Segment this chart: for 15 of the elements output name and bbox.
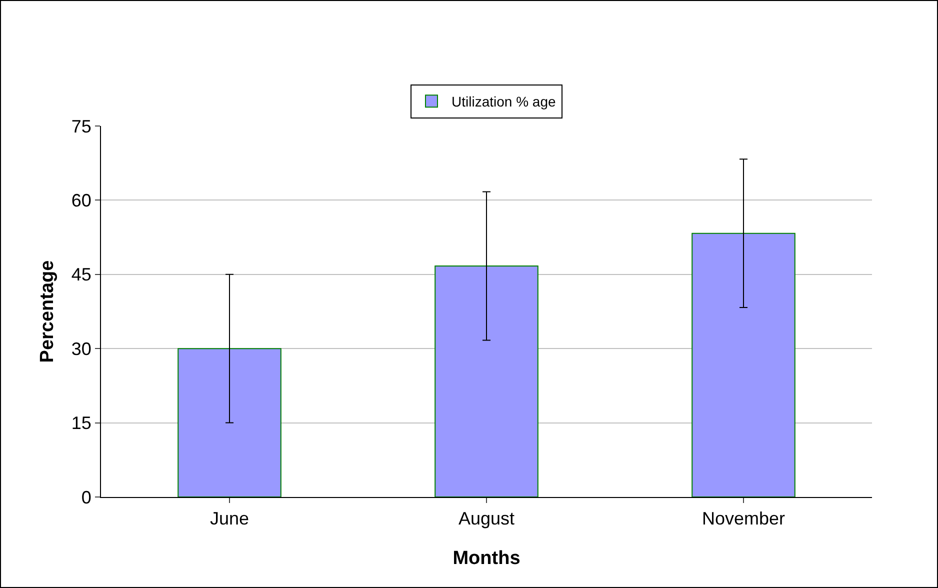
y-tick-label: 30 bbox=[71, 338, 92, 359]
legend-label: Utilization % age bbox=[452, 94, 556, 110]
y-tick-label: 45 bbox=[71, 264, 92, 285]
x-axis-title: Months bbox=[452, 548, 520, 569]
x-tick-label: August bbox=[458, 508, 515, 529]
x-tick-label: November bbox=[702, 508, 786, 529]
bar bbox=[692, 232, 796, 497]
bar bbox=[434, 265, 538, 497]
bar bbox=[178, 348, 282, 497]
y-tick-label: 15 bbox=[71, 413, 92, 434]
y-tick-label: 60 bbox=[71, 190, 92, 210]
y-tick-label: 0 bbox=[81, 487, 92, 508]
y-axis-title: Percentage bbox=[37, 260, 58, 363]
y-tick-label: 75 bbox=[71, 116, 92, 136]
x-tick-label: June bbox=[210, 508, 250, 529]
